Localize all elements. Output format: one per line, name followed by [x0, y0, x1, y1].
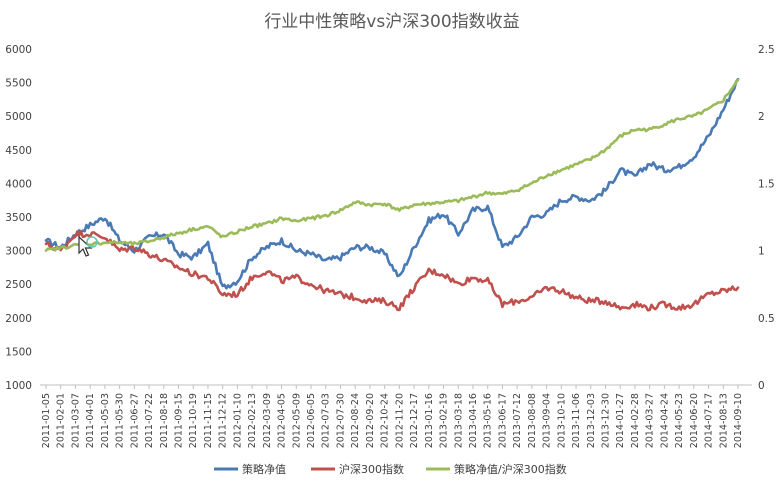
- x-axis-tick-label: 2012-09-20: [365, 393, 376, 448]
- x-axis-tick-label: 2014-09-10: [733, 393, 744, 448]
- x-axis-tick-label: 2011-11-15: [203, 393, 214, 448]
- x-axis-tick-label: 2012-06-05: [306, 393, 317, 448]
- left-axis-tick-label: 5500: [5, 78, 32, 90]
- x-axis-tick-label: 2011-04-01: [85, 393, 96, 448]
- left-axis-tick-label: 1500: [5, 346, 32, 358]
- x-axis-tick-label: 2011-10-19: [188, 393, 199, 448]
- left-axis-tick-label: 2500: [5, 279, 32, 291]
- x-axis-tick-label: 2014-08-13: [718, 393, 729, 448]
- x-axis-tick-label: 2012-08-24: [350, 393, 361, 448]
- x-axis-tick-label: 2014-07-17: [704, 393, 715, 448]
- x-axis-tick-label: 2013-03-18: [453, 393, 464, 448]
- right-axis-tick-label: 0: [758, 380, 765, 392]
- x-axis-tick-label: 2013-11-06: [571, 393, 582, 448]
- right-axis: 0 0.5 1 1.5 2 2.5: [758, 44, 775, 392]
- legend: 策略净值 沪深300指数 策略净值/沪深300指数: [214, 462, 567, 476]
- right-axis-tick-label: 2.5: [758, 44, 775, 56]
- legend-label: 策略净值: [242, 462, 286, 476]
- x-axis-tick-label: 2013-12-03: [586, 393, 597, 448]
- x-axis-tick-label: 2013-04-16: [468, 393, 479, 448]
- left-axis-tick-label: 3000: [5, 246, 32, 258]
- x-axis-tick-label: 2014-01-27: [615, 393, 626, 448]
- x-axis-tick-label: 2013-07-12: [512, 393, 523, 448]
- right-axis-tick-label: 0.5: [758, 313, 775, 325]
- left-axis-tick-label: 2000: [5, 313, 32, 325]
- x-axis-tick-label: 2014-05-23: [674, 393, 685, 448]
- left-axis-tick-label: 4000: [5, 178, 32, 190]
- x-axis-tick-label: 2012-01-10: [232, 393, 243, 448]
- left-axis-tick-label: 3500: [5, 212, 32, 224]
- x-axis-tick-label: 2014-03-27: [645, 393, 656, 448]
- mouse-cursor-icon: [78, 236, 98, 257]
- x-axis-tick-label: 2011-02-01: [56, 393, 67, 448]
- x-axis-tick-label: 2012-07-03: [321, 393, 332, 448]
- series-line-2: [44, 230, 740, 312]
- x-axis-tick-label: 2013-12-30: [600, 393, 611, 448]
- x-axis-tick-label: 2011-03-07: [70, 393, 81, 448]
- x-axis-tick-label: 2011-01-05: [41, 393, 52, 448]
- x-axis-tick-label: 2013-10-10: [556, 393, 567, 448]
- x-axis-tick-label: 2013-05-16: [483, 393, 494, 448]
- x-axis-tick-label: 2013-08-08: [527, 393, 538, 448]
- x-axis-tick-label: 2013-01-16: [424, 393, 435, 448]
- x-axis-tick-label: 2012-04-05: [277, 393, 288, 448]
- x-axis-tick-label: 2013-09-04: [542, 393, 553, 448]
- x-axis-tick-label: 2011-08-18: [159, 393, 170, 448]
- right-axis-tick-label: 2: [758, 111, 765, 123]
- legend-label: 沪深300指数: [339, 462, 404, 476]
- x-axis-tick-label: 2014-06-20: [689, 393, 700, 448]
- x-axis-tick-label: 2012-10-24: [380, 393, 391, 448]
- left-axis-tick-label: 4500: [5, 145, 32, 157]
- x-axis-tick-label: 2012-11-20: [394, 393, 405, 448]
- x-axis-tick-label: 2012-12-17: [409, 393, 420, 448]
- x-axis-tick-label: 2011-09-15: [174, 393, 185, 448]
- x-axis-tick-label: 2013-06-17: [497, 393, 508, 448]
- x-axis-tick-label: 2011-12-12: [218, 393, 229, 448]
- x-axis-tick-label: 2011-07-22: [144, 393, 155, 448]
- x-axis-tick-label: 2012-07-30: [335, 393, 346, 448]
- x-axis-tick-label: 2012-02-13: [247, 393, 258, 448]
- right-axis-tick-label: 1: [758, 246, 765, 258]
- left-axis-tick-label: 6000: [5, 44, 32, 56]
- x-axis-tick-label: 2011-05-30: [115, 393, 126, 448]
- right-axis-tick-label: 1.5: [758, 178, 775, 190]
- series-line-3: [44, 78, 740, 252]
- legend-label: 策略净值/沪深300指数: [454, 462, 567, 476]
- left-axis-tick-label: 5000: [5, 111, 32, 123]
- series-line-1: [44, 77, 740, 290]
- chart-title: 行业中性策略vs沪深300指数收益: [264, 12, 519, 32]
- x-axis-tick-label: 2011-05-03: [100, 393, 111, 448]
- x-axis-tick-label: 2012-05-09: [291, 393, 302, 448]
- series-layer: [44, 77, 740, 312]
- x-axis-tick-label: 2013-02-19: [439, 393, 450, 448]
- x-axis: 2011-01-05 2011-02-01 2011-03-07 2011-04-01…: [41, 385, 744, 448]
- x-axis-tick-label: 2014-02-28: [630, 393, 641, 448]
- left-axis: 1000 1500 2000 2500 3000 3500 4000 4500 5000 5500…: [5, 44, 32, 392]
- x-axis-tick-label: 2011-06-27: [129, 393, 140, 448]
- x-axis-tick-label: 2014-04-24: [659, 393, 670, 448]
- x-axis-tick-label: 2012-03-09: [262, 393, 273, 448]
- left-axis-tick-label: 1000: [5, 380, 32, 392]
